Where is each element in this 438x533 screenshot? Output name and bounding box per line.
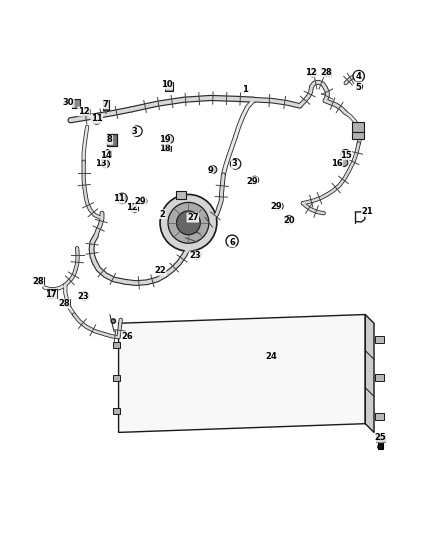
Bar — [375, 413, 385, 419]
Circle shape — [378, 444, 383, 449]
Circle shape — [287, 218, 290, 222]
Circle shape — [165, 135, 173, 143]
Bar — [37, 277, 44, 284]
Text: 27: 27 — [187, 213, 198, 222]
Circle shape — [133, 206, 137, 211]
Circle shape — [226, 235, 238, 247]
Circle shape — [357, 84, 363, 90]
Bar — [47, 289, 57, 298]
Text: 2: 2 — [159, 209, 165, 219]
Polygon shape — [82, 108, 90, 116]
Text: 30: 30 — [63, 98, 74, 107]
Circle shape — [111, 319, 116, 323]
Circle shape — [340, 159, 348, 166]
Circle shape — [132, 126, 142, 136]
Text: 11: 11 — [113, 195, 124, 203]
Bar — [176, 191, 186, 199]
Bar — [63, 299, 70, 306]
Bar — [164, 146, 171, 151]
Text: 3: 3 — [131, 127, 137, 136]
Circle shape — [251, 176, 259, 184]
Circle shape — [139, 197, 147, 205]
Text: 17: 17 — [45, 290, 57, 300]
Text: 25: 25 — [374, 433, 386, 442]
Bar — [378, 441, 383, 449]
Bar — [375, 336, 385, 343]
Text: 8: 8 — [107, 135, 113, 144]
Circle shape — [95, 117, 99, 121]
Text: 12: 12 — [305, 68, 317, 77]
Circle shape — [325, 70, 329, 75]
Text: 11: 11 — [91, 115, 102, 124]
Text: 18: 18 — [159, 144, 170, 153]
Bar — [72, 99, 80, 108]
Bar — [375, 374, 385, 381]
Circle shape — [80, 292, 89, 301]
Circle shape — [64, 300, 68, 304]
Text: 3: 3 — [231, 159, 237, 168]
Circle shape — [209, 166, 217, 174]
Text: 12: 12 — [78, 107, 89, 116]
Text: 21: 21 — [362, 207, 373, 216]
Text: 15: 15 — [340, 151, 351, 160]
Bar — [165, 82, 173, 91]
Circle shape — [192, 251, 201, 260]
Text: 28: 28 — [320, 68, 332, 77]
Bar — [352, 132, 364, 139]
Text: 9: 9 — [207, 166, 213, 175]
Bar — [376, 435, 385, 442]
Circle shape — [84, 110, 88, 114]
Text: 29: 29 — [270, 202, 282, 211]
Text: 5: 5 — [356, 83, 362, 92]
Polygon shape — [131, 204, 138, 213]
Text: 19: 19 — [159, 135, 170, 144]
Circle shape — [353, 70, 364, 82]
Circle shape — [102, 160, 110, 168]
Bar — [352, 122, 364, 132]
Circle shape — [177, 211, 200, 235]
Circle shape — [168, 203, 209, 243]
Polygon shape — [119, 314, 365, 432]
Polygon shape — [104, 149, 111, 158]
Circle shape — [230, 159, 241, 169]
Bar — [113, 342, 120, 348]
Text: 29: 29 — [134, 197, 146, 206]
Text: 7: 7 — [102, 100, 108, 109]
Text: 20: 20 — [283, 216, 295, 225]
Text: 1: 1 — [242, 85, 248, 94]
Bar — [113, 375, 120, 381]
Text: 12: 12 — [126, 203, 138, 212]
Circle shape — [120, 196, 124, 200]
Text: 13: 13 — [95, 159, 107, 168]
Polygon shape — [309, 68, 316, 77]
Bar — [324, 69, 331, 76]
Text: 16: 16 — [331, 159, 343, 168]
Circle shape — [340, 149, 351, 160]
Text: 28: 28 — [58, 299, 70, 308]
Text: 14: 14 — [99, 151, 111, 160]
Bar — [103, 100, 110, 110]
Circle shape — [285, 215, 293, 224]
Circle shape — [117, 193, 127, 204]
Circle shape — [160, 195, 217, 251]
Text: 23: 23 — [189, 251, 201, 260]
Text: 23: 23 — [78, 292, 89, 301]
Text: 4: 4 — [356, 72, 362, 81]
Text: 29: 29 — [246, 177, 258, 186]
Circle shape — [166, 84, 171, 89]
Text: 26: 26 — [121, 332, 133, 341]
Circle shape — [92, 114, 102, 124]
Circle shape — [39, 278, 43, 282]
Text: 6: 6 — [229, 238, 235, 247]
Circle shape — [310, 70, 314, 75]
Bar — [113, 408, 120, 414]
Polygon shape — [365, 314, 374, 432]
Circle shape — [276, 203, 283, 210]
Text: 22: 22 — [154, 266, 166, 276]
Bar — [107, 134, 117, 146]
Text: 10: 10 — [161, 80, 173, 90]
Text: 28: 28 — [32, 277, 44, 286]
Text: 24: 24 — [265, 351, 277, 360]
